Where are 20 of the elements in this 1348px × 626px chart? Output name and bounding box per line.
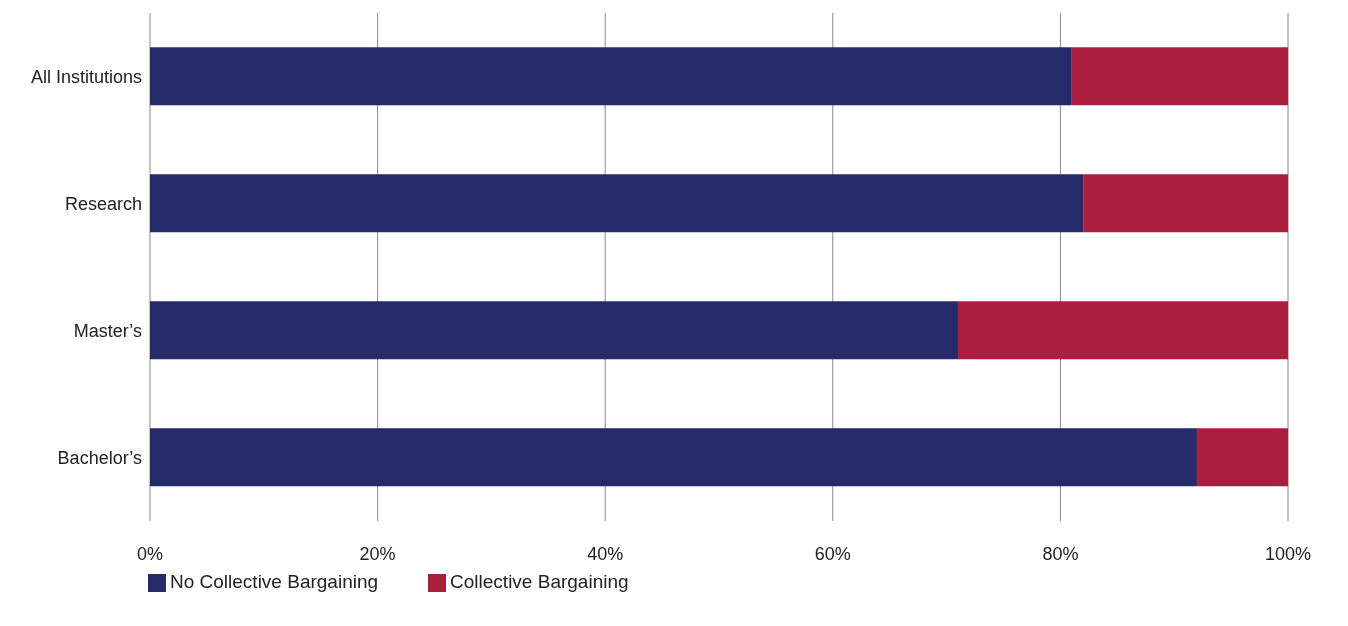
x-tick-label: 100%: [1264, 543, 1312, 564]
legend-label: No Collective Bargaining: [170, 571, 379, 592]
bar: [150, 47, 1072, 106]
x-tick-label: 40%: [587, 543, 624, 564]
x-tick-label: 80%: [1042, 543, 1079, 564]
y-tick-label: Bachelor’s: [57, 447, 142, 468]
bar: [150, 428, 1197, 487]
x-tick-label: 60%: [814, 543, 851, 564]
y-tick-label: All Institutions: [30, 66, 142, 87]
x-tick-label: 20%: [359, 543, 396, 564]
x-tick-label: 0%: [136, 543, 164, 564]
bar: [957, 301, 1288, 360]
bar: [1071, 47, 1288, 106]
y-tick-label: Master’s: [73, 320, 142, 341]
bar: [150, 301, 958, 360]
y-tick-label: Research: [64, 193, 142, 214]
legend-label: Collective Bargaining: [450, 571, 629, 592]
bar: [1196, 428, 1288, 487]
bar: [150, 174, 1084, 233]
bar: [1083, 174, 1288, 233]
